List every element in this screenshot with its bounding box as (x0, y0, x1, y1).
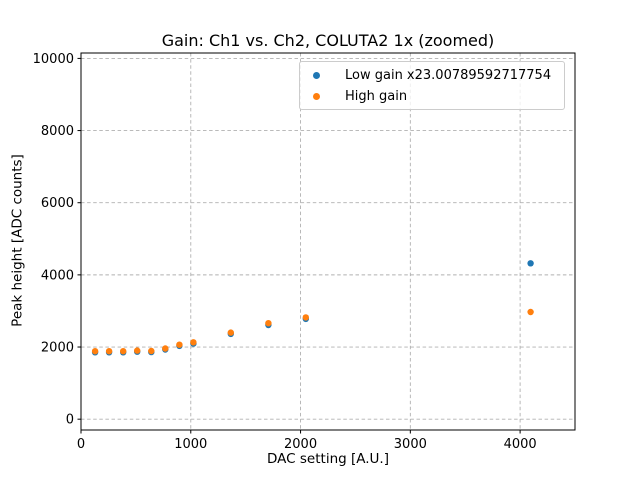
x-axis-label: DAC setting [A.U.] (267, 451, 389, 467)
data-point-high-gain (265, 320, 272, 327)
legend-label-low-gain: Low gain x23.00789592717754 (345, 68, 552, 83)
legend-entry-low-gain: Low gain x23.00789592717754 (300, 65, 564, 86)
chart-title: Gain: Ch1 vs. Ch2, COLUTA2 1x (zoomed) (161, 31, 495, 50)
x-tick-label: 4000 (504, 437, 537, 452)
data-point-high-gain (120, 348, 127, 355)
y-tick-label: 2000 (41, 341, 74, 356)
x-tick-label: 2000 (284, 437, 317, 452)
data-point-high-gain (162, 345, 169, 352)
data-point-high-gain (148, 347, 155, 355)
legend-label-high-gain: High gain (345, 89, 408, 104)
legend-marker-low-gain-icon (313, 72, 320, 79)
data-point-high-gain (302, 314, 309, 321)
legend-marker-high-gain-icon (313, 93, 320, 100)
x-tick-label: 1000 (174, 437, 207, 452)
data-point-high-gain (134, 347, 141, 354)
y-tick-label: 8000 (41, 124, 74, 139)
x-tick-label: 3000 (394, 437, 427, 452)
data-point-high-gain (190, 339, 197, 346)
y-tick-label: 6000 (41, 196, 74, 211)
y-tick-label: 10000 (33, 52, 74, 67)
x-tick-label: 0 (77, 437, 85, 452)
data-point-high-gain (527, 308, 534, 316)
data-point-high-gain (176, 341, 183, 348)
data-point-high-gain (227, 329, 234, 336)
y-tick-label: 4000 (41, 268, 74, 283)
data-point-high-gain (105, 348, 113, 355)
plot-border (80, 52, 576, 431)
legend: Low gain x23.00789592717754 High gain (299, 61, 565, 110)
legend-entry-high-gain: High gain (300, 86, 564, 107)
y-tick-label: 0 (66, 413, 74, 428)
data-point-low-gain (527, 260, 534, 267)
data-point-high-gain (91, 348, 99, 355)
